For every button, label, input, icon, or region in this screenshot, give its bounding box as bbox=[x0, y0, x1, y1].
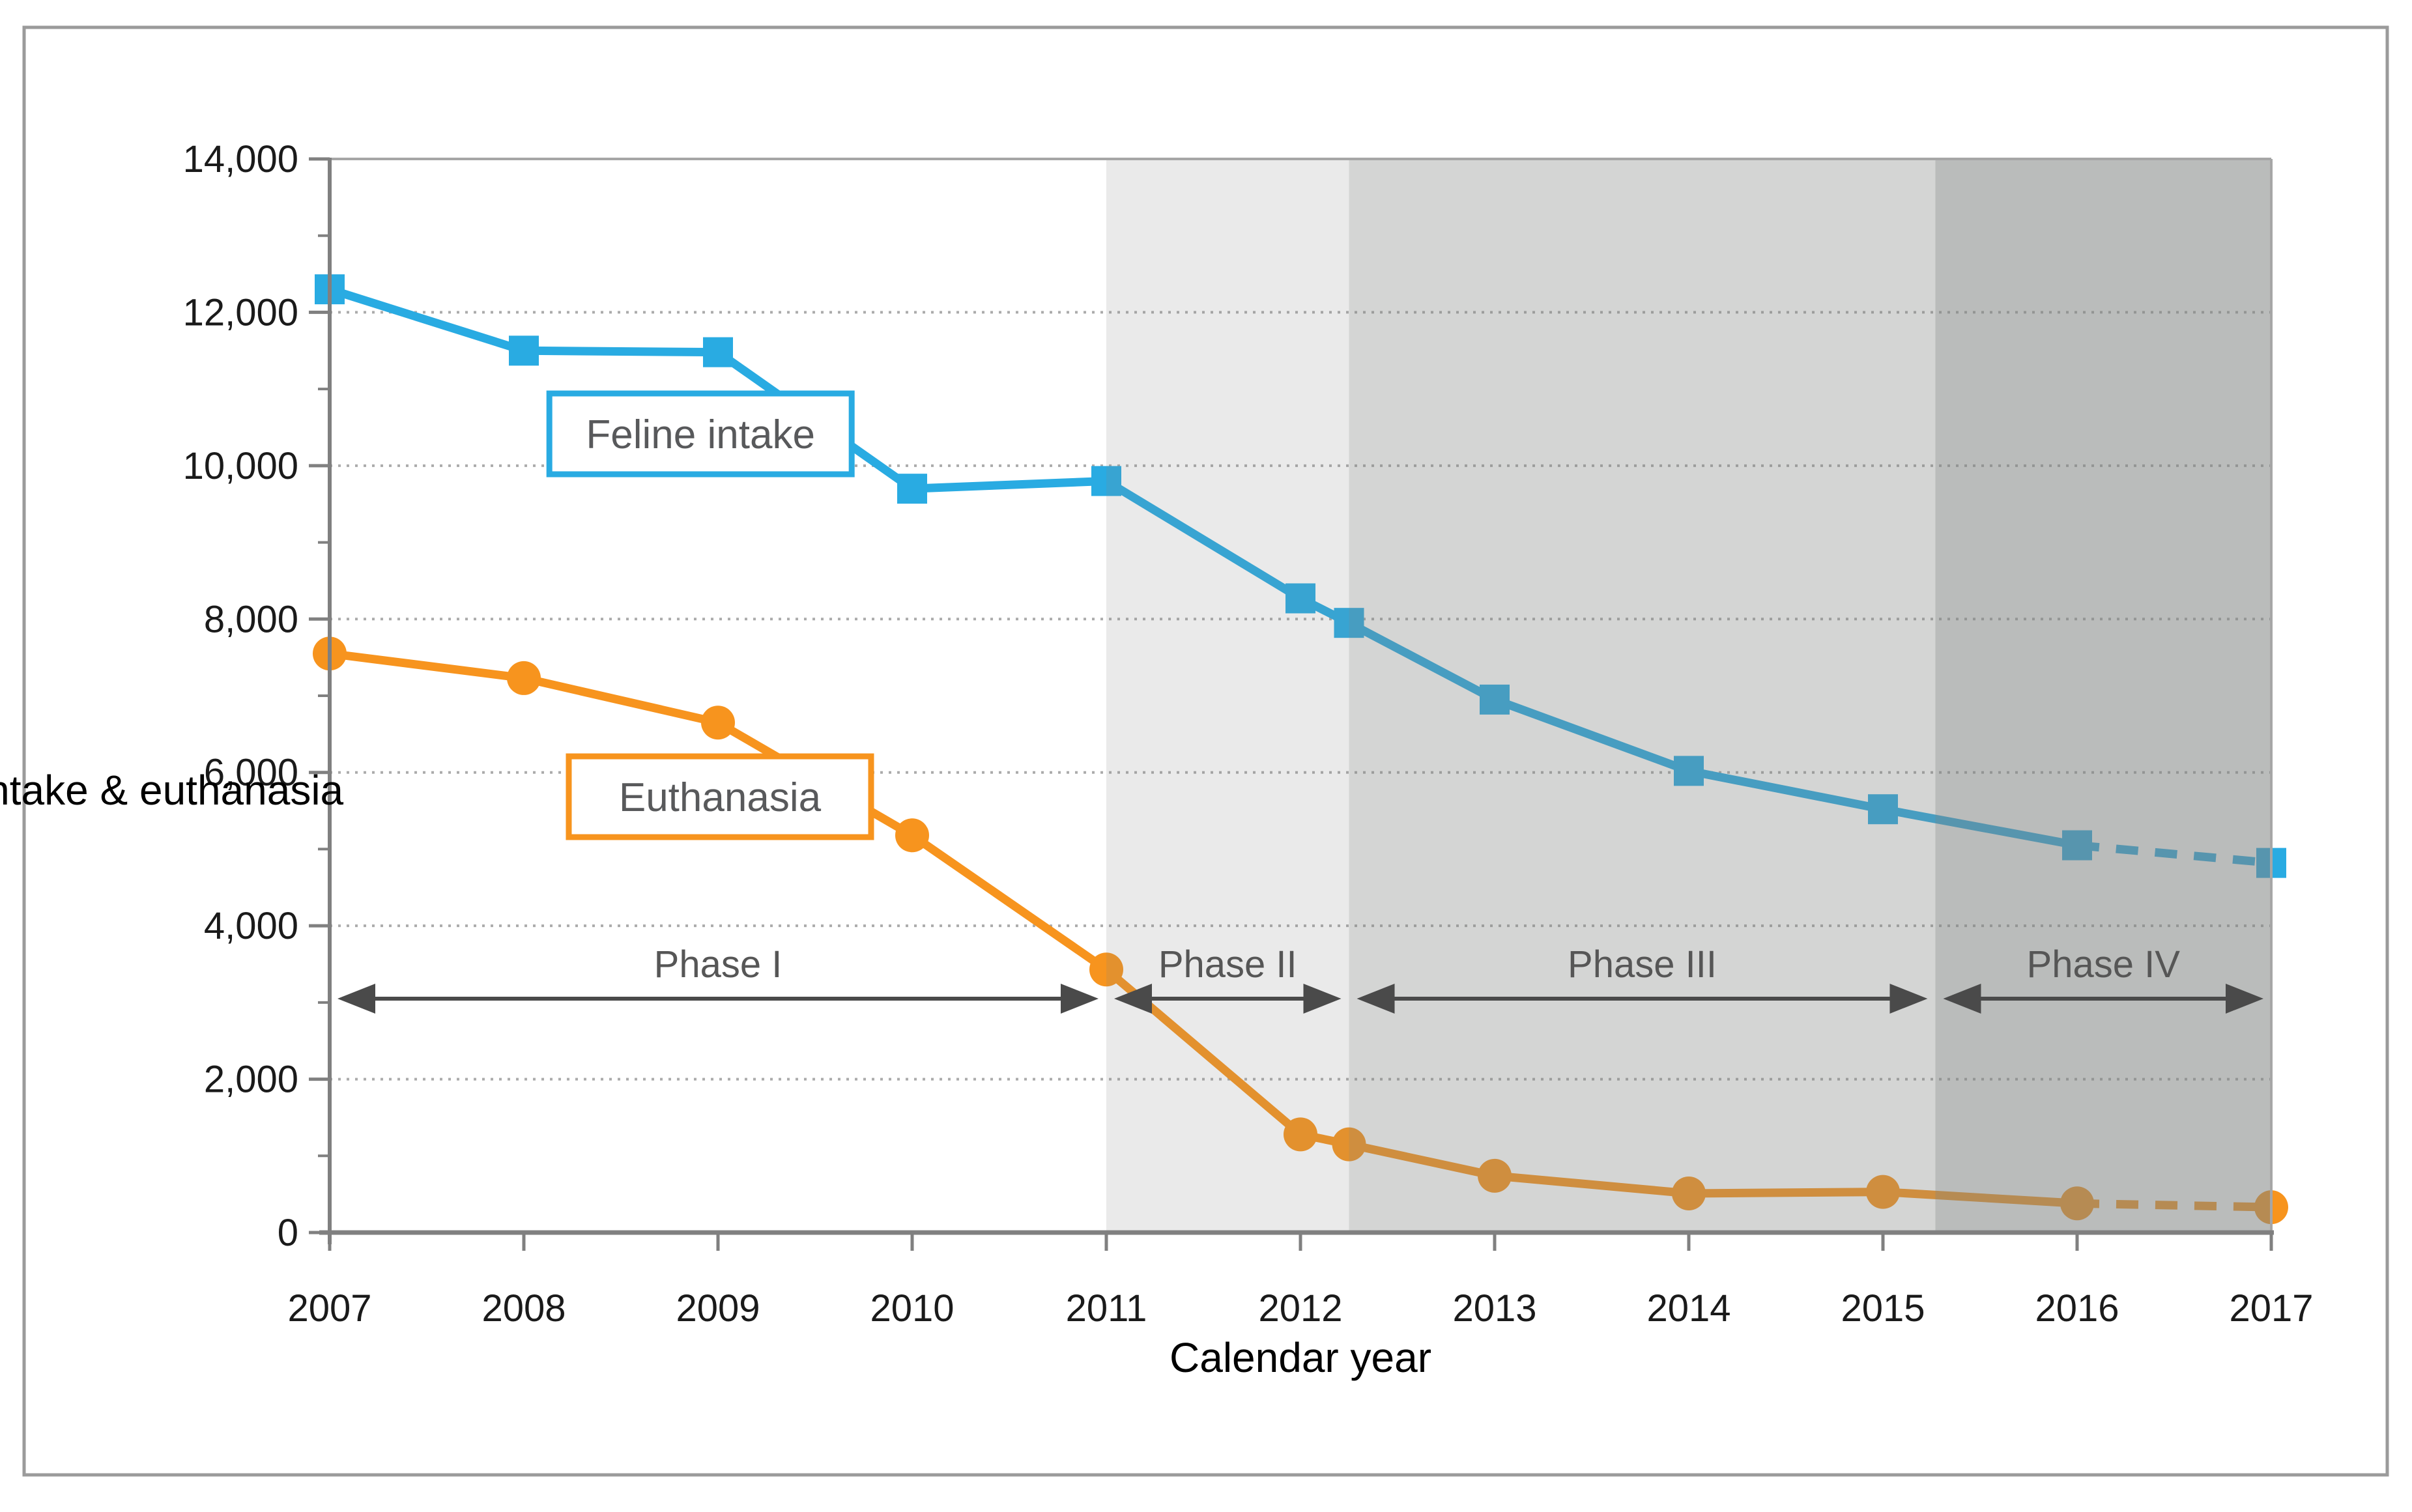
marker-euthanasia bbox=[701, 706, 735, 740]
phase-region-3 bbox=[1349, 159, 1936, 1233]
marker-feline-intake bbox=[1674, 756, 1704, 786]
phase-arrow-right-head bbox=[1303, 983, 1342, 1014]
x-tick-label-2008: 2008 bbox=[481, 1287, 566, 1330]
phase-label-3: Phase III bbox=[1568, 943, 1717, 986]
phase-label-4: Phase IV bbox=[2027, 943, 2181, 986]
marker-euthanasia bbox=[1089, 952, 1123, 987]
marker-euthanasia bbox=[1284, 1117, 1317, 1152]
phase-arrow-left-head bbox=[1943, 983, 1981, 1014]
figure-frame bbox=[22, 25, 2389, 1477]
marker-euthanasia bbox=[507, 661, 541, 695]
x-tick-label-2015: 2015 bbox=[1841, 1287, 1925, 1330]
y-tick-label-10,000: 10,000 bbox=[183, 445, 298, 487]
marker-euthanasia bbox=[1672, 1176, 1706, 1210]
y-tick-label-4,000: 4,000 bbox=[204, 905, 298, 947]
phase-arrow-right-head bbox=[1889, 983, 1928, 1014]
y-tick-label-14,000: 14,000 bbox=[183, 138, 298, 180]
y-tick-label-6,000: 6,000 bbox=[204, 752, 298, 794]
series-label-text-2: Euthanasia bbox=[619, 775, 822, 820]
x-tick-label-2012: 2012 bbox=[1258, 1287, 1342, 1330]
y-axis-title: Feline intake & euthanasia bbox=[0, 767, 344, 814]
marker-feline-intake bbox=[509, 335, 539, 366]
phase-region-4 bbox=[1935, 159, 2271, 1233]
marker-feline-intake bbox=[1091, 466, 1121, 496]
x-tick-label-2011: 2011 bbox=[1066, 1287, 1147, 1330]
phase-region-2 bbox=[1106, 159, 1349, 1233]
phase-arrow-right-head bbox=[1061, 983, 1098, 1014]
phase-arrow-left-head bbox=[1357, 983, 1395, 1014]
phase-arrow-right-head bbox=[2226, 983, 2263, 1014]
marker-feline-intake bbox=[1868, 794, 1898, 825]
marker-feline-intake bbox=[1334, 608, 1364, 638]
x-tick-label-2007: 2007 bbox=[287, 1287, 371, 1330]
marker-feline-intake bbox=[897, 474, 927, 504]
marker-feline-intake bbox=[1285, 583, 1315, 614]
marker-euthanasia bbox=[1332, 1127, 1366, 1162]
phase-label-1: Phase I bbox=[654, 943, 782, 986]
y-tick-label-12,000: 12,000 bbox=[183, 291, 298, 334]
y-tick-label-2,000: 2,000 bbox=[204, 1059, 298, 1101]
phase-arrow-left-head bbox=[337, 983, 375, 1014]
x-tick-label-2017: 2017 bbox=[2229, 1287, 2313, 1330]
x-tick-label-2014: 2014 bbox=[1646, 1287, 1730, 1330]
series-label-box-1 bbox=[546, 390, 855, 478]
x-tick-label-2009: 2009 bbox=[676, 1287, 760, 1330]
series-label-box-2 bbox=[566, 753, 874, 840]
marker-euthanasia bbox=[1478, 1158, 1512, 1193]
x-tick-label-2013: 2013 bbox=[1452, 1287, 1536, 1330]
phase-label-2: Phase II bbox=[1158, 943, 1297, 986]
marker-euthanasia bbox=[895, 818, 929, 853]
x-tick-label-2010: 2010 bbox=[870, 1287, 954, 1330]
x-axis-title: Calendar year bbox=[1170, 1334, 1431, 1381]
y-tick-label-0: 0 bbox=[278, 1212, 298, 1254]
x-tick-label-2016: 2016 bbox=[2035, 1287, 2119, 1330]
phase-arrow-left-head bbox=[1114, 983, 1152, 1014]
y-tick-label-8,000: 8,000 bbox=[204, 598, 298, 640]
series-label-text-1: Feline intake bbox=[586, 412, 815, 457]
marker-feline-intake bbox=[1480, 684, 1510, 715]
marker-euthanasia bbox=[1866, 1175, 1900, 1209]
marker-feline-intake bbox=[703, 337, 733, 367]
